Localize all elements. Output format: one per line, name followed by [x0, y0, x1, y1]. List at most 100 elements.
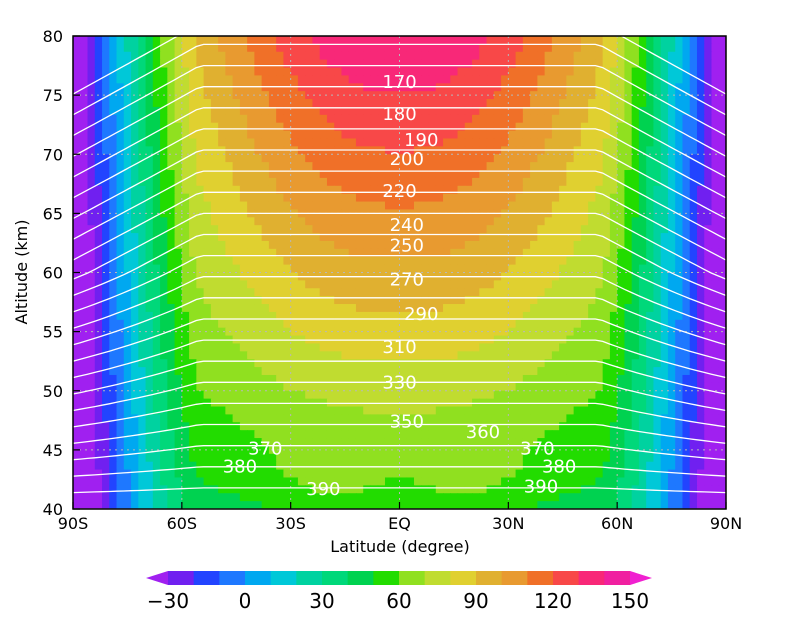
field-cell [704, 280, 713, 289]
field-cell [457, 311, 466, 321]
field-cell [551, 225, 560, 234]
field-cell [225, 240, 234, 250]
field-cell [232, 114, 241, 124]
field-cell [515, 414, 524, 423]
field-cell [559, 193, 567, 203]
field-cell [210, 36, 219, 45]
field-cell [268, 193, 277, 203]
field-cell [326, 185, 335, 195]
field-cell [196, 351, 205, 360]
field-cell [218, 374, 226, 384]
field-cell [457, 51, 466, 61]
field-cell [414, 217, 422, 226]
field-cell [363, 51, 372, 61]
field-cell [312, 359, 321, 368]
field-cell [268, 280, 277, 289]
field-cell [479, 445, 488, 455]
field-cell [232, 453, 241, 463]
field-cell [414, 225, 422, 234]
field-cell [384, 453, 393, 463]
field-cell [160, 414, 168, 423]
field-cell [638, 406, 647, 415]
field-cell [116, 225, 125, 234]
field-cell [443, 248, 451, 258]
field-cell [718, 374, 726, 384]
field-cell [268, 469, 277, 479]
field-cell [181, 272, 190, 281]
field-cell [370, 469, 379, 479]
field-cell [268, 122, 277, 132]
field-cell [326, 311, 335, 321]
field-cell [203, 461, 212, 471]
field-cell [326, 445, 335, 455]
field-cell [392, 130, 401, 140]
field-cell [341, 217, 350, 226]
field-cell [319, 280, 328, 289]
field-cell [464, 264, 473, 274]
field-cell [247, 453, 255, 463]
field-cell [160, 146, 168, 155]
field-cell [493, 296, 502, 305]
field-cell [421, 233, 430, 242]
field-cell [704, 304, 713, 313]
field-cell [116, 288, 125, 297]
field-cell [428, 217, 437, 226]
field-cell [102, 122, 110, 132]
field-cell [573, 154, 582, 163]
field-cell [80, 43, 89, 53]
field-cell [617, 154, 626, 163]
field-cell [370, 75, 379, 84]
field-cell [588, 170, 596, 179]
field-cell [602, 272, 611, 281]
field-cell [203, 390, 212, 400]
field-cell [682, 319, 691, 329]
field-cell [508, 304, 517, 313]
field-cell [660, 374, 669, 384]
field-cell [102, 414, 110, 423]
field-cell [326, 75, 335, 84]
field-cell [493, 311, 502, 321]
field-cell [675, 36, 684, 45]
field-cell [696, 43, 705, 53]
field-cell [566, 233, 575, 242]
field-cell [109, 83, 118, 92]
field-cell [145, 59, 154, 69]
field-cell [305, 445, 314, 455]
field-cell [428, 461, 437, 471]
field-cell [428, 83, 437, 92]
field-cell [428, 438, 437, 447]
field-cell [428, 327, 437, 337]
field-cell [501, 374, 509, 384]
field-cell [711, 177, 720, 187]
field-cell [363, 99, 372, 108]
field-cell [559, 461, 567, 471]
field-cell [131, 83, 139, 92]
field-cell [595, 453, 604, 463]
field-cell [341, 414, 350, 423]
field-cell [653, 374, 662, 384]
field-cell [326, 240, 335, 250]
field-cell [363, 248, 372, 258]
field-cell [319, 67, 328, 77]
field-cell [326, 438, 335, 447]
field-cell [566, 217, 575, 226]
field-cell [675, 130, 684, 140]
field-cell [261, 170, 270, 179]
field-cell [268, 304, 277, 313]
field-cell [203, 382, 212, 392]
field-cell [602, 75, 611, 84]
field-cell [225, 374, 234, 384]
field-cell [704, 398, 713, 408]
field-cell [261, 154, 270, 163]
field-cell [443, 430, 451, 439]
field-cell [660, 170, 669, 179]
field-cell [696, 170, 705, 179]
field-cell [73, 469, 81, 479]
field-cell [443, 359, 451, 368]
field-cell [718, 170, 726, 179]
field-cell [704, 264, 713, 274]
field-cell [602, 256, 611, 266]
field-cell [261, 367, 270, 376]
field-cell [254, 193, 263, 203]
field-cell [588, 67, 596, 77]
